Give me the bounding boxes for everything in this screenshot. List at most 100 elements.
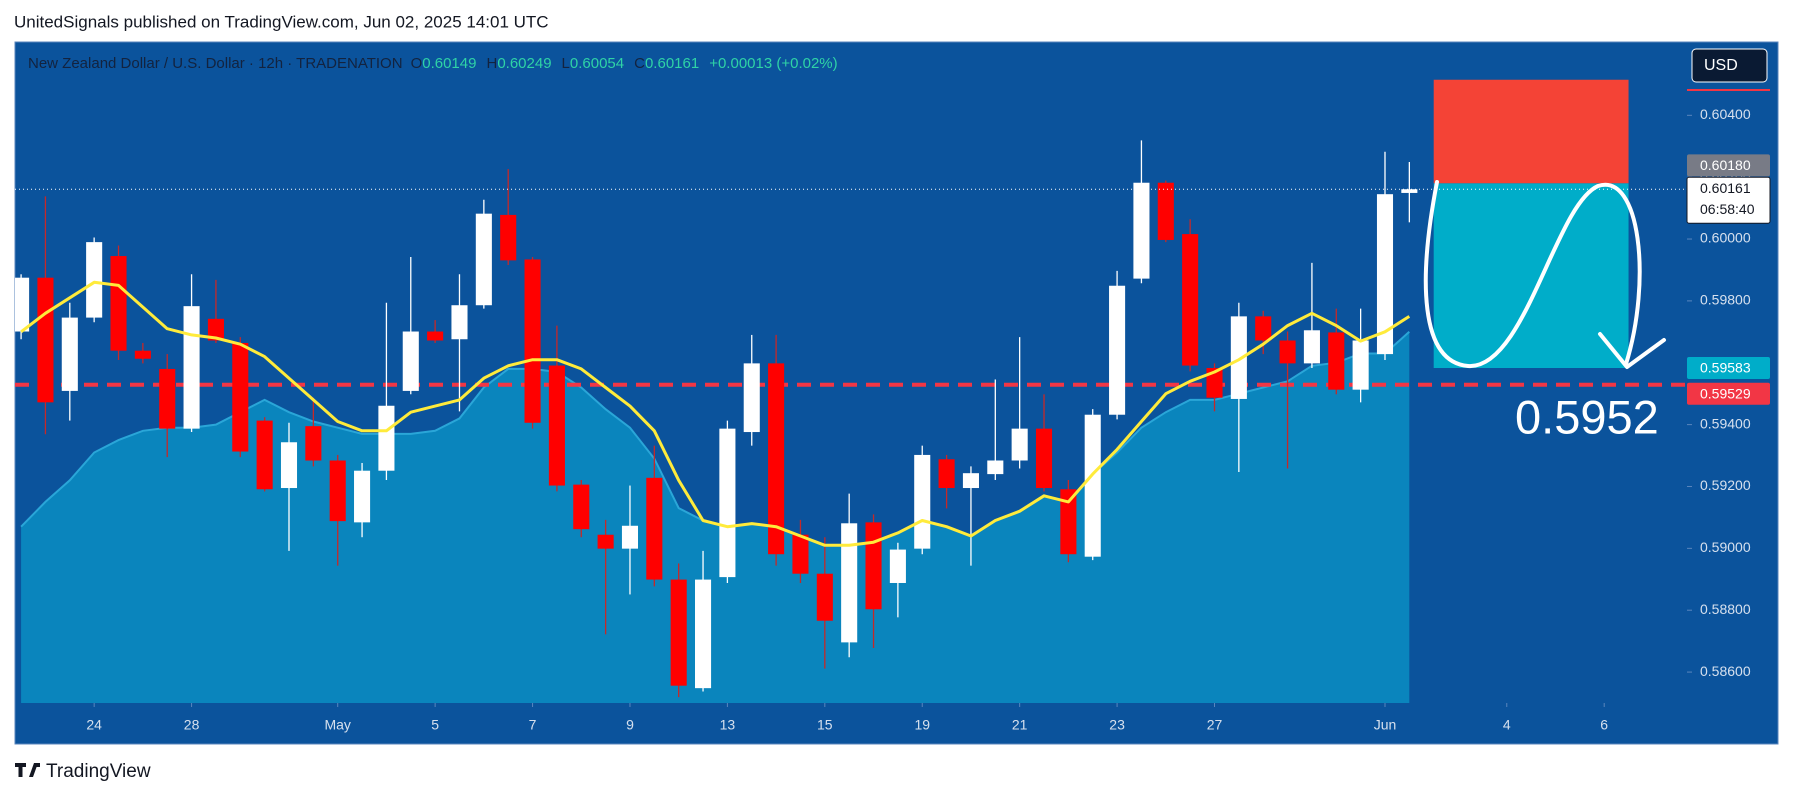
- candle-body: [354, 470, 371, 523]
- candle-body: [573, 484, 590, 530]
- target-badge-text: 0.59583: [1700, 360, 1751, 376]
- candle-body: [61, 317, 78, 391]
- drawn-arrow: [1423, 180, 1642, 369]
- candle-body: [1035, 428, 1053, 489]
- plot-area: [15, 79, 1687, 703]
- candle-body: [402, 331, 419, 391]
- x-tick-label: 24: [86, 717, 102, 733]
- candle-body: [37, 277, 54, 403]
- candle-body: [159, 368, 176, 429]
- candle-body: [1011, 428, 1028, 461]
- countdown-text: 06:58:40: [1700, 201, 1755, 217]
- candle-body: [1157, 182, 1174, 240]
- support-badge-text: 0.59529: [1700, 385, 1751, 401]
- candle-body: [719, 428, 736, 578]
- candle-body: [183, 306, 200, 429]
- last-price-badge: [1686, 176, 1771, 224]
- ohlc-letter: O: [411, 55, 423, 72]
- logo-text: TradingView: [46, 761, 151, 782]
- tradingview-logo: TradingView: [15, 761, 151, 782]
- x-tick-label: 27: [1207, 717, 1223, 733]
- x-tick-label: 19: [914, 717, 930, 733]
- x-tick-label: May: [324, 717, 350, 733]
- x-tick-label: 7: [529, 717, 537, 733]
- x-tick-label: 13: [720, 717, 736, 733]
- support-badge: [1687, 382, 1770, 405]
- x-tick-label: 6: [1600, 717, 1608, 733]
- symbol-title: New Zealand Dollar / U.S. Dollar · 12h ·…: [28, 55, 403, 72]
- legend-header: New Zealand Dollar / U.S. Dollar · 12h ·…: [28, 55, 838, 72]
- x-tick-label: Jun: [1374, 717, 1397, 733]
- candle-body: [914, 454, 931, 549]
- publish-header: UnitedSignals published on TradingView.c…: [14, 12, 549, 31]
- price-change: +0.00013 (+0.02%): [709, 55, 837, 72]
- ohlc-value: 0.60149: [422, 55, 476, 72]
- candle-body: [1206, 368, 1223, 398]
- candle-body: [207, 318, 224, 341]
- target-badge: [1687, 357, 1770, 380]
- candle-body: [500, 214, 517, 261]
- candle-body: [1279, 340, 1296, 364]
- candle-body: [86, 242, 103, 318]
- ohlc-letter: C: [634, 55, 645, 72]
- candle-body: [938, 459, 955, 489]
- candle-body: [1303, 330, 1320, 364]
- entry-badge-text: 0.60180: [1700, 157, 1751, 173]
- x-tick-label: 28: [184, 717, 200, 733]
- candle-body: [816, 573, 833, 621]
- candle-body: [670, 579, 687, 686]
- candle-body: [1255, 316, 1272, 341]
- currency-button[interactable]: [1691, 48, 1768, 83]
- candle-body: [427, 331, 444, 341]
- candle-body: [646, 477, 663, 580]
- ohlc-value: 0.60054: [570, 55, 624, 72]
- candle-body: [232, 342, 249, 452]
- ohlc-letter: L: [562, 55, 570, 72]
- candle-body: [792, 534, 809, 574]
- y-tick-label: 0.60400: [1700, 106, 1751, 122]
- target-annotation: 0.5952: [1515, 390, 1659, 443]
- candle-body: [1084, 414, 1101, 557]
- candle-body: [1230, 316, 1247, 399]
- y-tick-label: 0.60000: [1700, 230, 1751, 246]
- x-tick-label: 4: [1503, 717, 1511, 733]
- candle-body: [768, 363, 785, 555]
- moving-average: [20, 280, 1411, 547]
- candle-body: [134, 350, 151, 359]
- arrow-head: [1598, 332, 1666, 369]
- overlay: 0.586000.588000.590000.592000.594000.596…: [86, 106, 1771, 733]
- logo-mark: [15, 763, 40, 777]
- y-tick-label: 0.59800: [1700, 292, 1751, 308]
- x-tick-label: 15: [817, 717, 833, 733]
- candle-body: [280, 442, 298, 489]
- y-tick-label: 0.58600: [1700, 663, 1751, 679]
- ohlc-letter: H: [486, 55, 497, 72]
- candle-body: [548, 365, 565, 486]
- candle-body: [1060, 489, 1077, 555]
- candle-body: [695, 579, 712, 689]
- candle-body: [256, 420, 273, 490]
- candle-body: [305, 426, 322, 461]
- last-price-text: 0.60161: [1700, 180, 1751, 196]
- candle-body: [621, 525, 639, 549]
- candle-body: [889, 549, 906, 583]
- currency-label[interactable]: USD: [1704, 57, 1738, 74]
- candle-body: [962, 473, 979, 489]
- y-tick-label: 0.58800: [1700, 601, 1751, 617]
- candle-body: [987, 460, 1004, 475]
- candle-body: [1133, 182, 1150, 279]
- entry-badge: [1687, 154, 1770, 177]
- x-tick-label: 5: [431, 717, 439, 733]
- candle-body: [743, 363, 760, 433]
- candle-body: [1376, 194, 1394, 355]
- candle-body: [1352, 340, 1369, 390]
- candle-body: [15, 277, 30, 332]
- candle-body: [524, 259, 541, 423]
- y-tick-label: 0.59400: [1700, 415, 1751, 431]
- candle-body: [475, 213, 492, 306]
- candle-body: [1109, 285, 1126, 415]
- candle-body: [841, 523, 858, 643]
- x-tick-label: 23: [1109, 717, 1125, 733]
